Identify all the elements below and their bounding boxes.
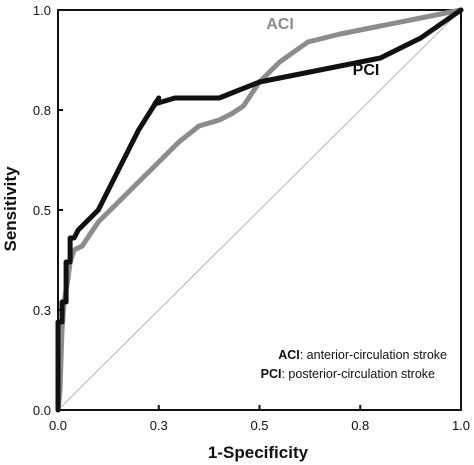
x-tick-label: 0.0 — [49, 418, 67, 433]
y-tick-label: 0.0 — [33, 403, 51, 418]
y-tick-label: 0.5 — [33, 203, 51, 218]
series-line-pci — [55, 7, 464, 413]
x-axis-title: 1-Specificity — [208, 443, 309, 462]
legend-aci: ACI: anterior-circulation stroke — [278, 348, 447, 362]
x-tick-label: 0.5 — [250, 418, 268, 433]
series-label-aci: ACI — [266, 16, 294, 33]
x-tick-label: 1.0 — [452, 418, 470, 433]
x-tick-label: 0.8 — [351, 418, 369, 433]
legend-pci: PCI: posterior-circulation stroke — [261, 367, 435, 381]
reference-diagonal — [57, 9, 462, 411]
y-tick-label: 1.0 — [33, 3, 51, 18]
x-tick-label: 0.3 — [150, 418, 168, 433]
y-tick-label: 0.8 — [33, 103, 51, 118]
series-label-pci: PCI — [353, 62, 380, 79]
legend-box: ACI: anterior-circulation stroke PCI: po… — [261, 348, 447, 381]
y-tick-label: 0.3 — [33, 303, 51, 318]
y-axis-title: Sensitivity — [1, 166, 20, 252]
